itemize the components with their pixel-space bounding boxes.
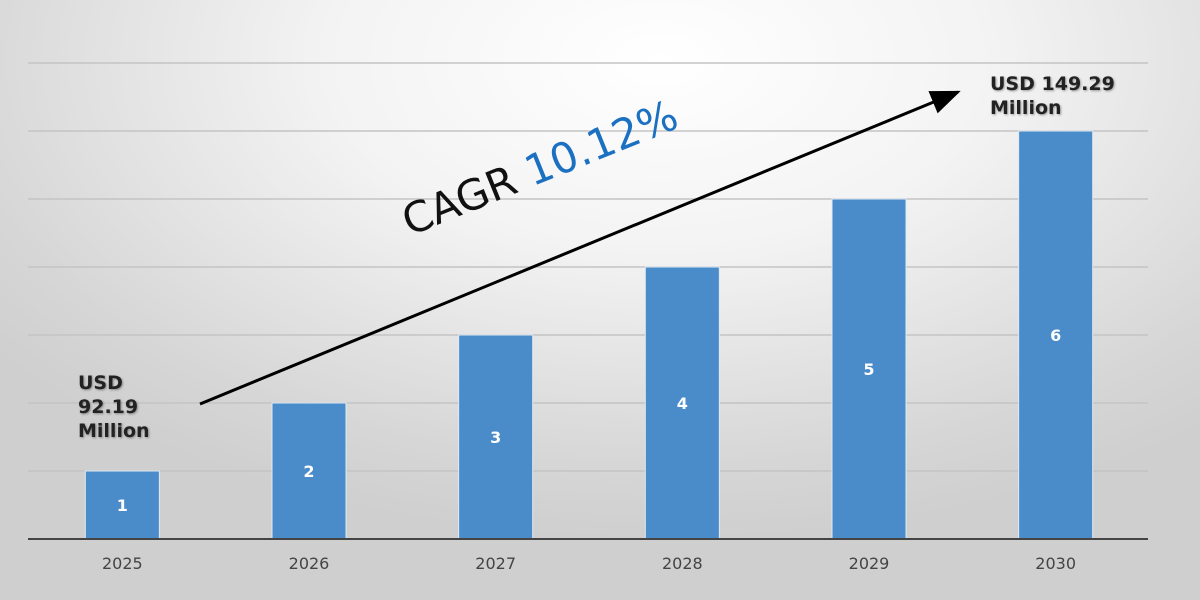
data-label: 1 bbox=[117, 496, 128, 515]
bar-2029 bbox=[831, 198, 907, 540]
data-label: 6 bbox=[1050, 326, 1061, 345]
data-label: 5 bbox=[863, 360, 874, 379]
bar-2027 bbox=[458, 334, 534, 540]
x-tick-label: 2030 bbox=[1035, 554, 1076, 573]
x-tick-label: 2025 bbox=[102, 554, 143, 573]
x-tick-label: 2029 bbox=[849, 554, 890, 573]
start-value-line1: USD bbox=[78, 372, 123, 394]
data-label: 4 bbox=[677, 394, 688, 413]
end-value-line2: Million bbox=[990, 96, 1062, 119]
end-value-line1: USD 149.29 bbox=[990, 73, 1115, 95]
start-value-line2: 92.19 bbox=[78, 395, 139, 418]
start-value-line3: Million bbox=[78, 419, 150, 442]
end-value-annotation: USD 149.29 Million bbox=[990, 73, 1115, 121]
x-tick-label: 2028 bbox=[662, 554, 703, 573]
start-value-annotation: USD 92.19 Million bbox=[78, 372, 150, 443]
bar-2030 bbox=[1018, 130, 1094, 540]
data-label: 2 bbox=[303, 462, 314, 481]
data-label: 3 bbox=[490, 428, 501, 447]
x-tick-label: 2027 bbox=[475, 554, 516, 573]
trend-arrow bbox=[199, 90, 961, 406]
x-tick-label: 2026 bbox=[289, 554, 330, 573]
